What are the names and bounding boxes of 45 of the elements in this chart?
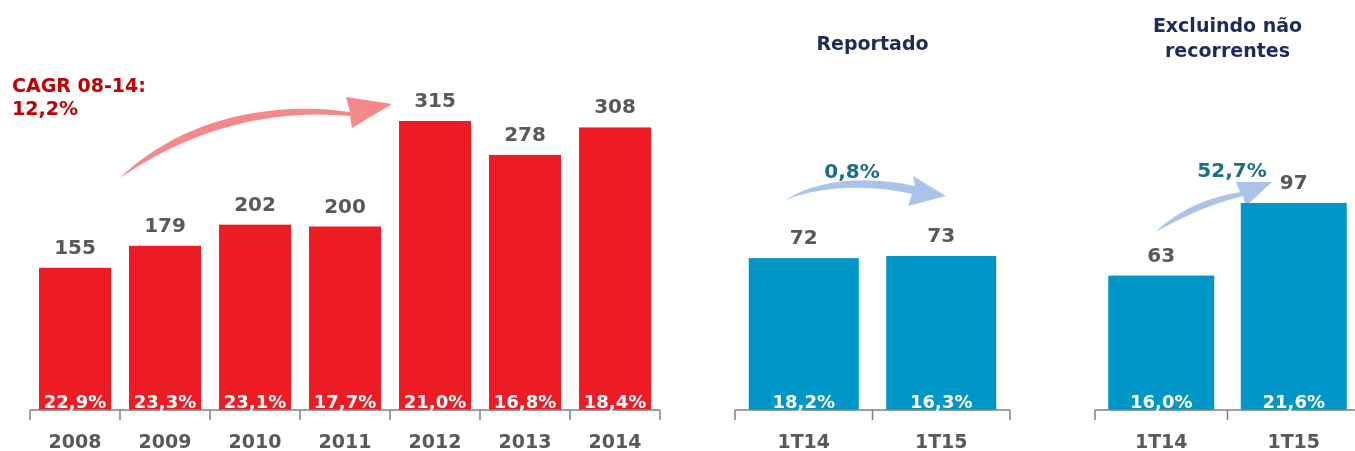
annotation: 23,3% [133, 391, 197, 412]
data-label: 308 [594, 94, 636, 119]
data-label: 200 [324, 193, 366, 218]
annotation: 16,0% [1130, 391, 1193, 412]
data-label: 63 [1147, 242, 1176, 267]
text: 0,8% [824, 159, 880, 183]
bar [129, 245, 201, 410]
annotation: 17,7% [313, 391, 377, 412]
data-label: 179 [144, 212, 186, 237]
bar [309, 226, 381, 410]
x-tick-label: 1T15 [914, 430, 968, 451]
bar [579, 127, 651, 410]
bar [219, 224, 291, 410]
data-label: 202 [234, 191, 276, 216]
data-label: 155 [54, 234, 96, 259]
bar [39, 267, 111, 410]
x-tick-label: 2008 [48, 430, 102, 451]
data-label: 97 [1279, 170, 1308, 194]
text: 52,7% [1197, 158, 1267, 182]
x-tick-label: 2009 [138, 430, 192, 451]
x-tick-label: 2010 [228, 430, 282, 451]
bar [489, 154, 561, 410]
data-label: 315 [414, 88, 456, 112]
annotation: 18,4% [583, 391, 647, 412]
data-label: 278 [504, 121, 546, 146]
chart-title: Excluindo não recorrentes [1152, 14, 1303, 61]
x-tick-label: 1T14 [1134, 430, 1188, 451]
annotation: 23,1% [223, 391, 287, 412]
data-label: 72 [789, 225, 818, 250]
text: CAGR 08-14: 12,2% [12, 74, 146, 119]
annotation: 16,8% [493, 391, 557, 412]
bar [399, 121, 471, 410]
x-tick-label: 2012 [408, 430, 462, 451]
x-tick-label: 2014 [588, 430, 642, 451]
x-tick-label: 2013 [498, 430, 552, 451]
annotation: 22,9% [43, 391, 107, 412]
chart-title: Reportado [816, 32, 929, 54]
x-tick-label: 2011 [318, 430, 372, 451]
annotation: 18,2% [772, 391, 835, 412]
x-tick-label: 1T14 [777, 430, 831, 451]
annotation: 16,3% [910, 391, 973, 412]
annotation: 21,0% [403, 391, 467, 412]
annotation: 21,6% [1262, 391, 1325, 412]
data-label: 73 [927, 223, 956, 247]
x-tick-label: 1T15 [1267, 430, 1321, 451]
